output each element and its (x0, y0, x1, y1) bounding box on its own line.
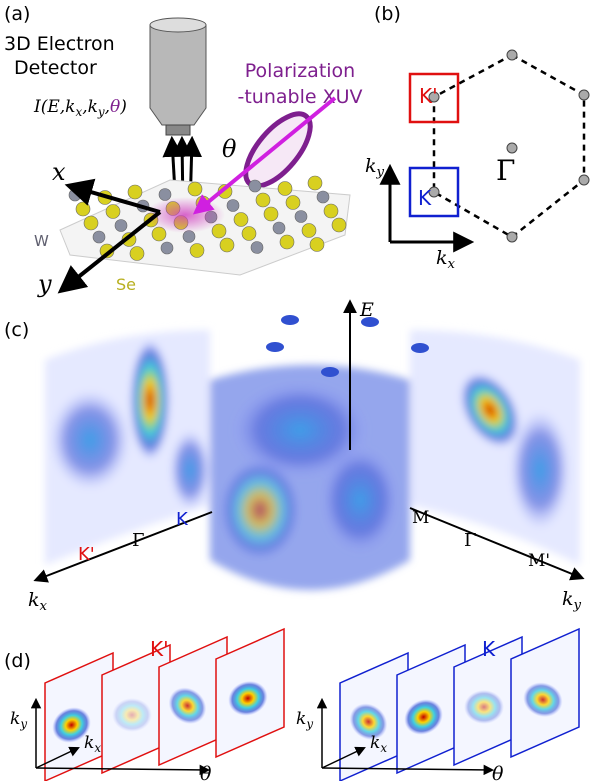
selenium-atom (278, 182, 292, 196)
selenium-atom (220, 238, 234, 252)
axis-label: θ (492, 763, 504, 781)
tungsten-atom (251, 242, 263, 254)
detector-label: Detector (14, 57, 97, 79)
axis-label: kx (28, 589, 48, 614)
selenium-atom (234, 213, 248, 227)
valley-label: K' (78, 544, 95, 565)
axis-label: θ (200, 763, 212, 781)
tungsten-atom (161, 242, 173, 254)
panel-label: (b) (374, 3, 401, 25)
detector-label: 3D Electron (4, 33, 115, 55)
valley-label: K (176, 509, 189, 530)
selenium-atom (130, 247, 144, 261)
axis-label: ky (296, 709, 313, 731)
selenium-atom (280, 235, 294, 249)
point-label: Γ (464, 530, 477, 551)
detector-nozzle (166, 125, 190, 135)
page: (a) 3D Electron Detector Polarization -t… (0, 0, 601, 781)
intensity-map (112, 698, 152, 732)
panel-label: (c) (4, 319, 29, 341)
panel-a: (a) 3D Electron Detector Polarization -t… (4, 3, 363, 298)
axis-label: ky (562, 588, 582, 613)
band-projections (45, 330, 580, 590)
tungsten-atom (295, 211, 307, 223)
selenium-atom (76, 202, 90, 216)
gamma-label: Γ (496, 154, 515, 187)
atom-label: Se (116, 275, 136, 294)
tungsten-atom (317, 191, 329, 203)
selenium-atom (190, 244, 204, 258)
tungsten-atom (249, 180, 261, 192)
point-label: M' (528, 551, 550, 571)
tungsten-atom (69, 189, 81, 201)
source-label: -tunable XUV (237, 86, 362, 108)
atom-label: W (34, 232, 49, 250)
axis-label: y (37, 270, 52, 298)
selenium-atom (84, 216, 98, 230)
axis-label: ky (10, 709, 27, 731)
selenium-atom (286, 196, 300, 210)
selenium-atom (310, 238, 324, 252)
axis-label: x (52, 158, 66, 186)
detector (150, 20, 206, 125)
point-label: Γ (132, 530, 145, 551)
tungsten-atom (93, 231, 105, 243)
angle-label: θ (222, 135, 237, 163)
selenium-atom (332, 218, 346, 232)
selenium-atom (188, 182, 202, 196)
stack-title: K (482, 637, 496, 661)
selenium-atom (106, 205, 120, 219)
stack-title: K' (150, 637, 169, 661)
tungsten-atom (227, 200, 239, 212)
panel-c: (c) E K' Γ K kx M Γ M' ky (4, 299, 582, 614)
symmetry-points (429, 50, 589, 242)
panel-label: (d) (4, 650, 31, 672)
point-label: M (412, 508, 429, 528)
selenium-atom (242, 227, 256, 241)
axis-label: kx (436, 247, 456, 272)
valley-label: K (418, 186, 432, 210)
valley-label: K' (419, 84, 438, 108)
selenium-atom (324, 204, 338, 218)
panel-d: (d) K' K ky kx θ ky kx θ (4, 629, 579, 781)
axis-label: ky (365, 155, 385, 180)
tungsten-atom (273, 222, 285, 234)
source-label: Polarization (245, 60, 355, 82)
panel-b: (b) K' K Γ ky kx (365, 3, 589, 272)
intensity-map (464, 690, 504, 724)
stack-k (340, 629, 579, 781)
tungsten-atom (115, 220, 127, 232)
selenium-atom (264, 207, 278, 221)
figure: (a) 3D Electron Detector Polarization -t… (0, 0, 601, 781)
axis-label: E (359, 299, 374, 321)
selenium-atom (128, 185, 142, 199)
detector-top (150, 18, 206, 32)
selenium-atom (256, 193, 270, 207)
signal-label: I(E,kx,ky,θ) (33, 97, 127, 119)
panel-label: (a) (4, 3, 30, 25)
selenium-atom (308, 176, 322, 190)
selenium-atom (302, 224, 316, 238)
